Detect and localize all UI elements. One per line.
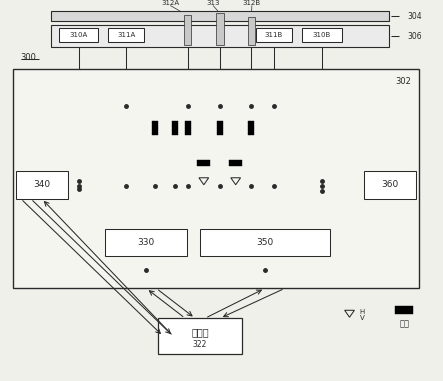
Text: 302: 302 bbox=[396, 77, 411, 86]
Bar bbox=[16, 171, 68, 199]
Text: 304: 304 bbox=[407, 12, 422, 21]
Bar bbox=[158, 318, 242, 354]
Text: 311B: 311B bbox=[264, 32, 283, 38]
Text: 312A: 312A bbox=[161, 0, 179, 6]
Bar bbox=[109, 28, 144, 42]
Bar bbox=[184, 15, 191, 45]
Bar bbox=[152, 121, 158, 135]
Bar bbox=[58, 28, 98, 42]
Text: 电阻: 电阻 bbox=[399, 320, 409, 329]
Bar bbox=[249, 121, 254, 135]
Bar bbox=[13, 69, 419, 288]
Text: 360: 360 bbox=[382, 180, 399, 189]
Bar bbox=[395, 306, 413, 314]
Text: 330: 330 bbox=[138, 238, 155, 247]
Text: 311A: 311A bbox=[117, 32, 136, 38]
Text: 313: 313 bbox=[206, 0, 220, 6]
Text: 300: 300 bbox=[21, 53, 37, 62]
Bar bbox=[256, 28, 292, 42]
Bar bbox=[302, 28, 342, 42]
Bar bbox=[365, 171, 416, 199]
Text: 340: 340 bbox=[33, 180, 50, 189]
Text: 310B: 310B bbox=[312, 32, 331, 38]
Bar bbox=[185, 121, 190, 135]
Text: 控制器: 控制器 bbox=[191, 327, 209, 337]
Bar bbox=[248, 18, 255, 45]
Bar bbox=[51, 11, 389, 21]
Bar bbox=[51, 26, 389, 47]
Text: 350: 350 bbox=[256, 238, 273, 247]
Bar bbox=[216, 13, 224, 45]
Bar bbox=[197, 160, 210, 166]
Text: V: V bbox=[359, 315, 364, 321]
Bar bbox=[200, 229, 330, 256]
Bar bbox=[217, 121, 223, 135]
Bar bbox=[229, 160, 242, 166]
Text: H: H bbox=[359, 309, 365, 315]
Bar bbox=[172, 121, 178, 135]
Text: 310A: 310A bbox=[70, 32, 88, 38]
Text: 312B: 312B bbox=[243, 0, 261, 6]
Text: 322: 322 bbox=[193, 339, 207, 349]
Bar bbox=[105, 229, 187, 256]
Text: 306: 306 bbox=[407, 32, 422, 41]
